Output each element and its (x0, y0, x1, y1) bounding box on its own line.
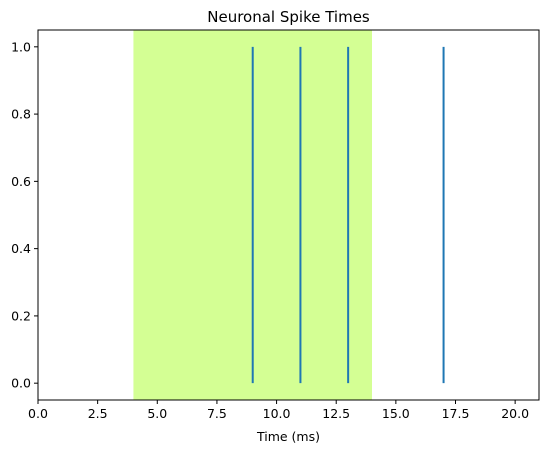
plot-area (133, 30, 445, 400)
y-tick-label: 1.0 (11, 39, 31, 54)
y-tick-label: 0.6 (11, 174, 31, 189)
x-tick-label: 5.0 (147, 406, 167, 421)
x-axis-label: Time (ms) (256, 429, 320, 444)
x-tick-label: 0.0 (28, 406, 48, 421)
x-tick-label: 17.5 (442, 406, 470, 421)
plot-frame (37, 29, 540, 401)
x-tick-label: 20.0 (501, 406, 529, 421)
y-tick-label: 0.2 (11, 308, 31, 323)
y-tick-label: 0.4 (11, 241, 31, 256)
ticks: 0.0 2.5 5.0 7.5 10.0 12.5 15.0 17.5 20.0 0.0 0.2 0.… (11, 39, 529, 421)
x-tick-label: 15.0 (382, 406, 410, 421)
x-tick-label: 2.5 (88, 406, 108, 421)
chart-title: Neuronal Spike Times (207, 8, 370, 26)
x-tick-label: 7.5 (207, 406, 227, 421)
y-tick-label: 0.0 (11, 376, 31, 391)
x-tick-label: 12.5 (322, 406, 350, 421)
x-tick-label: 10.0 (263, 406, 291, 421)
y-tick-label: 0.8 (11, 107, 31, 122)
